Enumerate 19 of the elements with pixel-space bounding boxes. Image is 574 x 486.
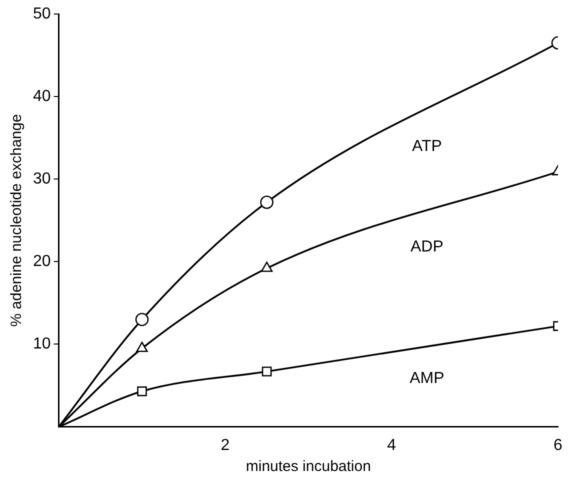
series-label: ADP (410, 238, 444, 256)
series-label: ATP (412, 138, 442, 156)
x-tick-label: 2 (220, 436, 230, 454)
y-tick-label: 20 (33, 253, 51, 270)
y-tick-label: 30 (33, 170, 51, 188)
point (137, 386, 147, 396)
y-tick-label: 10 (33, 336, 51, 353)
point (135, 312, 149, 326)
y-tick-label: 50 (33, 5, 51, 22)
y-tick-label: 40 (33, 88, 51, 105)
x-tick-label: 6 (554, 436, 563, 454)
point (262, 366, 272, 376)
point (136, 342, 148, 352)
x-tick-label: 4 (387, 436, 396, 454)
series-label: AMP (410, 370, 444, 387)
point (260, 196, 274, 209)
y-axis-title: % adenine nucleotide exchange (8, 114, 26, 327)
point (260, 262, 273, 272)
x-axis-title: minutes incubation (246, 458, 371, 476)
